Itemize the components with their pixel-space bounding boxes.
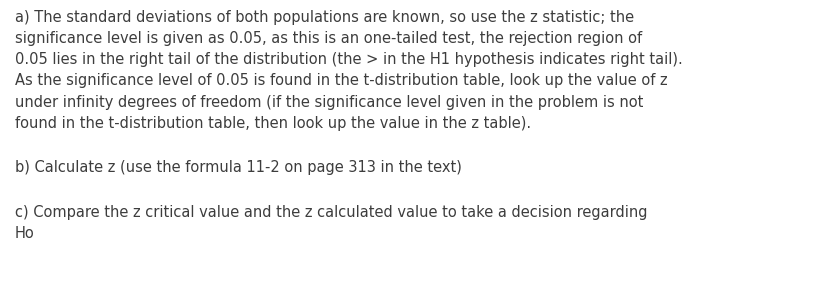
Text: under infinity degrees of freedom (if the significance level given in the proble: under infinity degrees of freedom (if th… <box>15 95 643 110</box>
Text: significance level is given as 0.05, as this is an one-tailed test, the rejectio: significance level is given as 0.05, as … <box>15 31 642 46</box>
Text: c) Compare the z critical value and the z calculated value to take a decision re: c) Compare the z critical value and the … <box>15 204 648 220</box>
Text: Ho: Ho <box>15 226 35 241</box>
Text: 0.05 lies in the right tail of the distribution (the > in the H1 hypothesis indi: 0.05 lies in the right tail of the distr… <box>15 52 682 67</box>
Text: As the significance level of 0.05 is found in the t-distribution table, look up : As the significance level of 0.05 is fou… <box>15 73 667 88</box>
Text: found in the t-distribution table, then look up the value in the z table).: found in the t-distribution table, then … <box>15 116 531 131</box>
Text: a) The standard deviations of both populations are known, so use the z statistic: a) The standard deviations of both popul… <box>15 10 634 25</box>
Text: b) Calculate z (use the formula 11-2 on page 313 in the text): b) Calculate z (use the formula 11-2 on … <box>15 160 461 175</box>
